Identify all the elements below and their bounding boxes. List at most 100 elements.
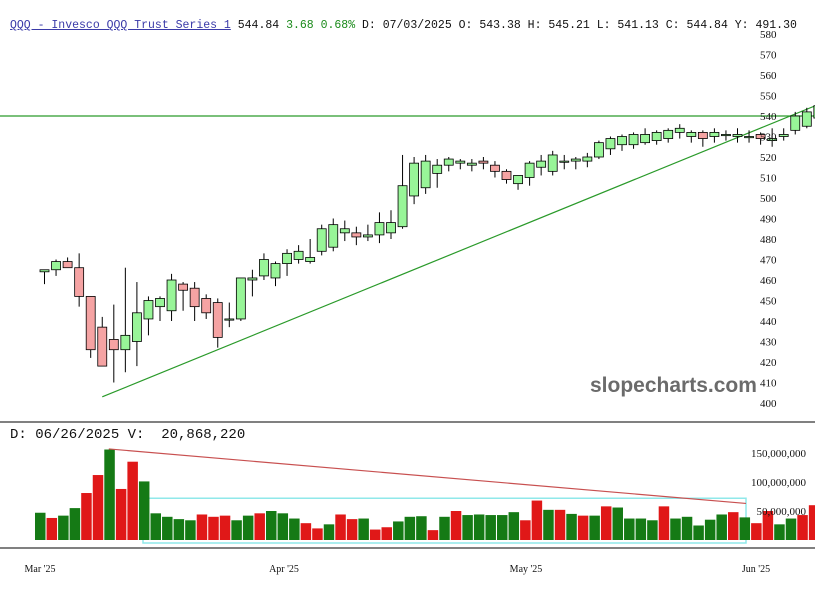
price-tick-label: 580 <box>760 29 777 41</box>
candle-body <box>120 334 131 351</box>
volume-bar <box>762 511 774 540</box>
candle-body <box>328 224 339 248</box>
candle-body <box>432 164 443 174</box>
candle-body <box>767 138 778 142</box>
candle-body <box>524 162 535 178</box>
volume-bar <box>104 449 115 540</box>
candle-body <box>547 154 558 172</box>
candle-body <box>166 279 177 312</box>
volume-bar <box>693 525 704 540</box>
candle-body <box>455 160 466 164</box>
candle-body <box>339 228 350 234</box>
price-tick-label: 430 <box>760 337 777 349</box>
candle-body <box>594 142 604 158</box>
volume-bar <box>115 488 127 540</box>
open-value: O: 543.38 <box>458 19 521 32</box>
volume-axis: 50,000,000 100,000,000 150,000,000 <box>751 448 807 518</box>
price-tick-label: 530 <box>760 132 777 144</box>
volume-bar <box>473 514 485 540</box>
candle-body <box>513 175 523 185</box>
candle-body <box>686 131 697 137</box>
volume-bar <box>242 515 254 540</box>
volume-bar <box>508 512 520 540</box>
volume-bar <box>808 505 815 540</box>
volume-bar <box>46 517 58 540</box>
candle-body <box>212 302 223 338</box>
candle-body <box>651 131 662 141</box>
candle-body <box>744 136 754 139</box>
candle-body <box>143 300 154 320</box>
volume-bar <box>728 512 739 540</box>
volume-bar <box>797 515 808 540</box>
candle-body <box>605 138 616 150</box>
candle-body <box>51 261 61 271</box>
y-value: Y: 491.30 <box>734 19 797 32</box>
price-tick-label: 490 <box>760 214 777 226</box>
candle-body <box>178 283 189 291</box>
high-value: H: 545.21 <box>527 19 590 32</box>
volume-bar <box>624 518 635 540</box>
volume-bar <box>635 518 647 540</box>
volume-bar <box>774 524 785 540</box>
candle-body <box>790 115 801 131</box>
candle-body <box>85 295 96 351</box>
volume-bar <box>335 514 346 540</box>
price-tick-label: 540 <box>760 111 777 123</box>
candle-body <box>201 298 212 314</box>
price-axis: 400 410 420 430 440 450 460 470 480 490 500 510 520 5… <box>760 29 777 410</box>
volume-tick-label: 50,000,000 <box>757 506 807 518</box>
close-value: C: 544.84 <box>665 19 728 32</box>
volume-bar <box>92 475 104 540</box>
volume-bar <box>208 516 219 540</box>
volume-tick-label: 150,000,000 <box>751 448 807 460</box>
volume-bar <box>150 513 161 540</box>
volume-bar <box>520 520 531 540</box>
volume-bar <box>462 515 473 540</box>
volume-bar <box>346 519 358 540</box>
volume-bar <box>600 506 612 540</box>
candle-body <box>235 277 246 320</box>
quote-date: D: 07/03/2025 <box>362 19 452 32</box>
volume-bar <box>647 520 658 540</box>
quote-header: QQQ - Invesco QQQ Trust Series 1 544.84 … <box>10 19 797 32</box>
candle-body <box>374 222 385 236</box>
volume-bar <box>658 506 670 540</box>
date-tick-label: Apr '25 <box>269 564 299 575</box>
volume-bar <box>751 523 762 540</box>
volume-bar <box>404 516 416 540</box>
candle-body <box>39 269 50 273</box>
volume-bar <box>58 515 69 540</box>
volume-bars <box>35 448 815 544</box>
volume-bar <box>439 516 450 540</box>
candle-body <box>131 312 142 342</box>
watermark: slopecharts.com <box>590 374 757 397</box>
last-price: 544.84 <box>237 19 280 32</box>
volume-bar <box>69 508 81 540</box>
candle-body <box>409 162 420 197</box>
candle-body <box>305 257 316 262</box>
volume-bar <box>277 513 289 540</box>
price-tick-label: 460 <box>760 275 777 287</box>
volume-bar <box>35 512 46 540</box>
volume-bar <box>531 500 543 540</box>
volume-bar <box>577 515 589 540</box>
price-tick-label: 470 <box>760 255 777 267</box>
date-axis: Mar '25 Apr '25 May '25 Jun '25 <box>25 564 771 575</box>
price-tick-label: 560 <box>760 70 777 82</box>
candle-body <box>293 250 304 260</box>
volume-bar <box>566 513 577 540</box>
volume-bar <box>554 509 566 540</box>
candle-body <box>732 134 743 137</box>
candle-body <box>570 158 581 162</box>
symbol-link[interactable]: QQQ - Invesco QQQ Trust Series 1 <box>10 19 231 32</box>
candle-body <box>443 158 454 166</box>
candle-body <box>224 318 235 321</box>
volume-bar <box>393 521 404 540</box>
volume-bar <box>612 507 623 540</box>
candle-body <box>628 134 639 146</box>
candle-body <box>617 136 627 146</box>
price-tick-label: 410 <box>760 378 777 390</box>
price-change-percent: 0.68% <box>320 19 356 32</box>
